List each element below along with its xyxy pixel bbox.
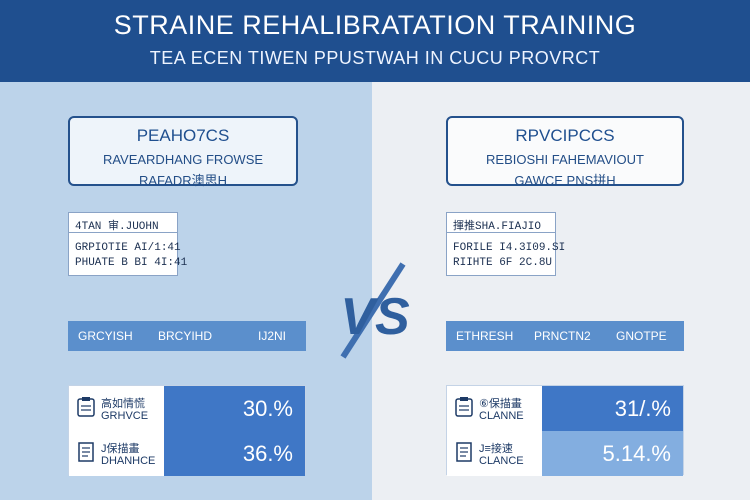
right-title-card: RPVCIPCCS REBIOSHI FAHEMAVIOUT GAWCE PNS… [446,116,684,188]
right-stat-value-cell: 5.14.% [542,431,683,476]
document-icon [78,442,94,462]
right-card-line3: GAWCE PNS拼H [514,173,616,188]
right-info-row1: FORILE I4.3I09.SI [453,242,566,254]
header-banner: STRAINE REHALIBRATATION TRAINING TEA ECE… [0,0,750,82]
right-stat-label1: ⑥保描畫 [479,398,522,410]
document-icon [456,442,472,462]
left-stat-label2: DHANHCE [101,455,156,467]
left-stats-table: 高如情慌 GRHVCE 30.% J保描畫 DHANHCE 36.% [68,385,306,476]
right-stat-label2: CLANNE [479,410,524,422]
left-stat-label1: 高如情慌 [101,398,145,410]
left-stat-row: 高如情慌 GRHVCE 30.% [69,386,305,431]
left-info-top: 4TAN 审.JUOHN [75,221,159,233]
left-stat-label2: GRHVCE [101,410,149,422]
left-stat-label1: J保描畫 [101,443,140,455]
right-bar-col2: PRNCTN2 [534,329,591,343]
left-bar-col1: GRCYISH [78,329,133,343]
right-stats-table: ⑥保描畫 CLANNE 31/.% J≡接速 CLANCE 5.14.% [446,385,684,476]
right-stat-value-cell: 31/.% [542,386,683,431]
right-bar-col3: GNOTPE [616,329,667,343]
left-header-bar: GRCYISH BRCYIHD IJ2NI [68,321,306,351]
vs-emblem: VS [340,262,410,359]
left-info-divider [69,232,177,233]
page-title: STRAINE REHALIBRATATION TRAINING [113,10,637,40]
right-stat-row: ⑥保描畫 CLANNE 31/.% [447,386,683,431]
left-title-card: PEAHO7CS RAVEARDHANG FROWSE RAFADR澳思H [68,116,298,188]
left-stat-label: J保描畫 DHANHCE [69,431,164,476]
left-bar-col2: BRCYIHD [158,329,213,343]
right-card-line1: RPVCIPCCS [515,126,615,145]
clipboard-icon [455,397,473,417]
left-card-line3: RAFADR澳思H [138,173,228,188]
right-info-divider [447,232,555,233]
left-stat-value: 36.% [242,441,293,466]
left-stat-value: 30.% [242,396,293,421]
vs-text: VS [340,288,410,346]
left-card-line1: PEAHO7CS [136,126,230,145]
left-stat-value-cell: 30.% [164,386,305,431]
right-stat-label: ⑥保描畫 CLANNE [447,386,542,431]
right-stat-label1: J≡接速 [479,443,513,455]
left-card-line2: RAVEARDHANG FROWSE [102,152,264,167]
clipboard-icon [77,397,95,417]
right-stat-value: 31/.% [614,396,671,421]
left-stat-value-cell: 36.% [164,431,305,476]
left-info-row1: GRPIOTIE AI/1:41 [75,242,181,254]
right-info-row2: RIIHTE 6F 2C.8U [453,257,553,269]
right-info-box: 揮推SHA.FIAJIO FORILE I4.3I09.SI RIIHTE 6F… [446,212,565,276]
right-stat-label2: CLANCE [479,455,524,467]
page-subtitle: TEA ECEN TIWEN PPUSTWAH IN CUCU PROVRCT [149,48,601,68]
right-stat-label: J≡接速 CLANCE [447,431,542,476]
left-stat-row: J保描畫 DHANHCE 36.% [69,431,305,476]
right-bar-col1: ETHRESH [456,329,514,343]
right-card-line2: REBIOSHI FAHEMAVIOUT [486,152,644,167]
right-stat-value: 5.14.% [602,441,672,466]
left-info-row2: PHUATE B BI 4I:41 [75,257,188,269]
left-stat-label: 高如情慌 GRHVCE [69,386,164,431]
right-stat-row: J≡接速 CLANCE 5.14.% [447,431,683,476]
left-info-box: 4TAN 审.JUOHN GRPIOTIE AI/1:41 PHUATE B B… [68,212,187,276]
right-info-top: 揮推SHA.FIAJIO [453,221,542,233]
left-bar-col3: IJ2NI [258,329,287,343]
right-header-bar: ETHRESH PRNCTN2 GNOTPE [446,321,684,351]
